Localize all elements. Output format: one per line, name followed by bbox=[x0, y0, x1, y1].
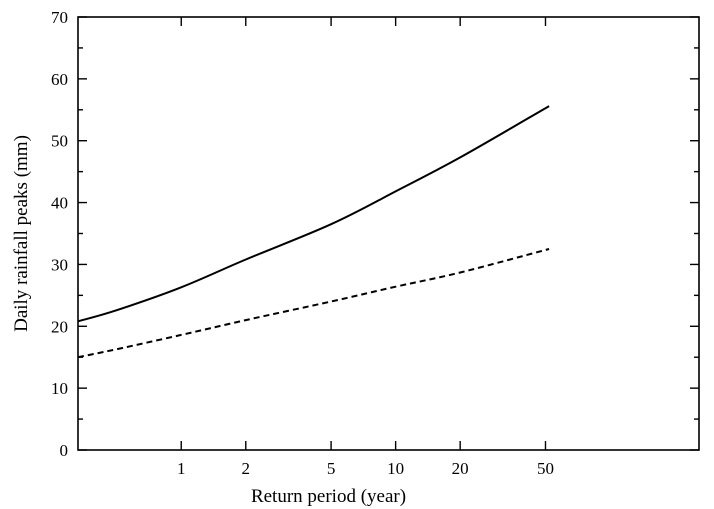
x-tick-label: 50 bbox=[537, 459, 554, 478]
y-tick-label: 20 bbox=[51, 317, 68, 336]
x-tick-label: 10 bbox=[387, 459, 404, 478]
x-axis: 1 2 5 10 20 50 bbox=[177, 17, 554, 478]
x-tick-label: 20 bbox=[452, 459, 469, 478]
plot-frame bbox=[77, 16, 700, 451]
y-axis: 0 10 20 30 40 50 60 70 bbox=[51, 8, 699, 460]
y-axis-title: Daily rainfall peaks (mm) bbox=[11, 135, 32, 332]
y-tick-label: 70 bbox=[51, 8, 68, 27]
y-tick-label: 30 bbox=[51, 255, 68, 274]
x-tick-label: 5 bbox=[327, 459, 336, 478]
series-line-dashed bbox=[77, 248, 550, 359]
y-tick-label: 10 bbox=[51, 379, 68, 398]
series-line-solid bbox=[77, 105, 550, 323]
y-tick-label: 0 bbox=[60, 441, 69, 460]
series-layer bbox=[77, 105, 550, 359]
x-tick-label: 1 bbox=[177, 459, 186, 478]
y-tick-label: 40 bbox=[51, 194, 68, 213]
x-tick-label: 2 bbox=[242, 459, 251, 478]
y-tick-label: 50 bbox=[51, 132, 68, 151]
x-axis-title: Return period (year) bbox=[251, 486, 406, 507]
y-tick-label: 60 bbox=[51, 70, 68, 89]
